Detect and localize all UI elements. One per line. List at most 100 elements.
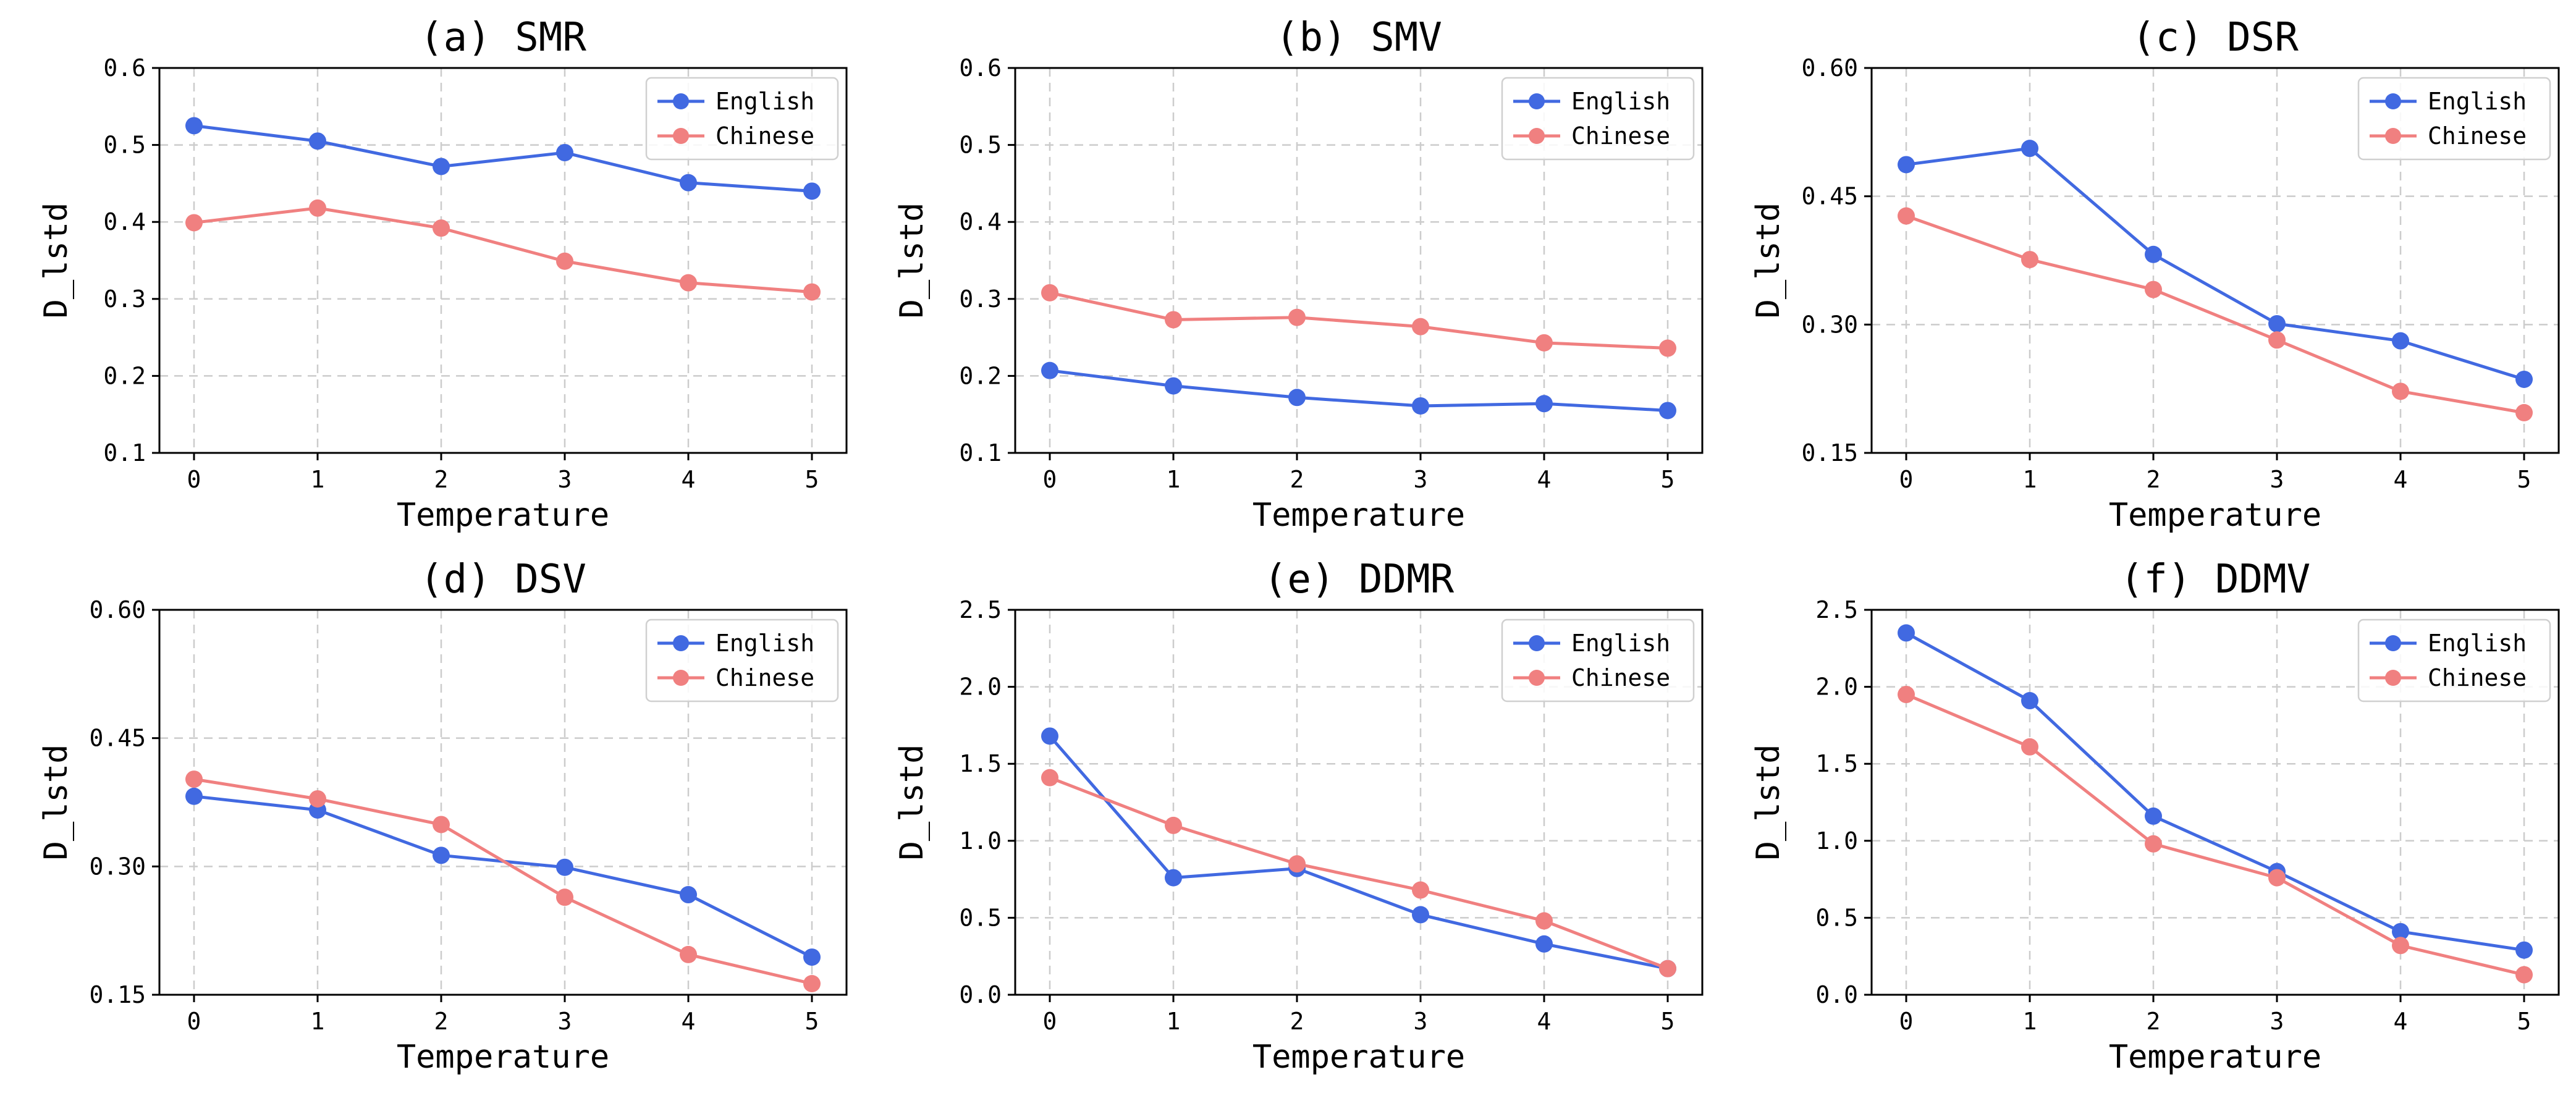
legend-swatch-marker-english (1529, 635, 1545, 651)
legend-label-english: English (1571, 630, 1670, 657)
series-line-chinese (1049, 291, 1668, 350)
x-tick-label: 1 (1167, 1008, 1181, 1035)
x-tick-label: 0 (1043, 1008, 1057, 1035)
chart-title: (c) DSR (2132, 15, 2299, 61)
y-tick-label: 0.2 (103, 362, 146, 389)
data-point-chinese (556, 888, 573, 906)
y-tick-label: 2.0 (1815, 673, 1858, 701)
data-point-english (680, 174, 697, 192)
y-tick-label: 2.5 (959, 596, 1002, 623)
data-point-chinese (2145, 281, 2162, 298)
data-point-chinese (680, 274, 697, 292)
y-tick-label: 0.60 (89, 596, 146, 623)
chart-b-smv: 0 1 2 3 4 5 0.1 0.2 0.3 0.4 0.5 0.6 (b) SMV Temperatu… (893, 15, 1704, 534)
data-point-chinese (2268, 331, 2286, 349)
data-point-chinese (1535, 334, 1553, 352)
data-point-chinese (1659, 339, 1676, 357)
x-tick-label: 4 (1537, 466, 1552, 493)
data-point-chinese (2021, 251, 2038, 269)
x-tick-label: 2 (2147, 466, 2161, 493)
y-tick-label: 0.4 (103, 208, 146, 235)
legend-swatch-marker-chinese (2385, 128, 2401, 144)
chart-title: (e) DDMR (1264, 557, 1455, 602)
y-tick-label: 1.5 (1815, 750, 1858, 777)
x-tick-label: 4 (2394, 1008, 2408, 1035)
series-line-english (1049, 369, 1668, 412)
x-tick-label: 5 (1661, 1008, 1675, 1035)
data-point-english (433, 846, 450, 864)
legend-box (1501, 618, 1695, 703)
y-axis-label: D_lstd (38, 203, 75, 319)
series-line-chinese (1906, 693, 2525, 977)
data-point-english (1412, 906, 1429, 924)
legend-box (645, 77, 839, 161)
x-tick-label: 1 (311, 1008, 325, 1035)
data-point-english (2515, 370, 2533, 388)
x-axis-label: Temperature (1252, 497, 1465, 534)
data-point-english (309, 132, 326, 150)
y-axis-label: D_lstd (38, 745, 75, 861)
data-point-chinese (1412, 881, 1429, 899)
x-tick-label: 5 (805, 1008, 819, 1035)
legend-swatch-marker-english (673, 93, 689, 109)
x-tick-label: 4 (1537, 1008, 1552, 1035)
y-tick-label: 0.15 (1801, 439, 1858, 466)
x-axis-label: Temperature (2109, 497, 2321, 534)
y-tick-label: 0.0 (959, 981, 1002, 1008)
x-tick-label: 4 (2394, 466, 2408, 493)
legend-label-chinese: Chinese (716, 122, 814, 150)
y-tick-label: 2.0 (959, 673, 1002, 701)
data-point-chinese (1412, 318, 1429, 335)
data-point-english (433, 158, 450, 175)
data-point-chinese (2145, 835, 2162, 853)
data-point-english (1041, 727, 1058, 745)
legend-swatch-marker-english (2385, 635, 2401, 651)
data-point-chinese (185, 214, 203, 232)
legend-label-english: English (2428, 88, 2527, 115)
y-tick-label: 2.5 (1815, 596, 1858, 623)
y-axis-label: D_lstd (893, 203, 931, 319)
data-point-chinese (803, 975, 821, 993)
x-tick-label: 2 (1290, 466, 1304, 493)
x-tick-label: 0 (187, 1008, 201, 1035)
data-point-chinese (2392, 382, 2409, 400)
data-point-chinese (185, 770, 203, 788)
chart-d-dsv: 0 1 2 3 4 5 0.15 0.30 0.45 0.60 (d) DSV Temperature… (38, 557, 848, 1076)
x-tick-label: 5 (805, 466, 819, 493)
data-point-english (1535, 395, 1553, 413)
x-tick-label: 4 (682, 466, 696, 493)
data-point-chinese (1898, 686, 1915, 704)
data-point-chinese (680, 945, 697, 963)
x-tick-label: 1 (2023, 466, 2037, 493)
data-point-chinese (433, 816, 450, 833)
data-point-chinese (1898, 207, 1915, 225)
legend-swatch-marker-chinese (1529, 670, 1545, 686)
series-line-chinese (1906, 214, 2525, 415)
data-point-english (185, 787, 203, 805)
y-tick-label: 0.1 (959, 439, 1002, 466)
y-tick-label: 0.3 (103, 285, 146, 313)
legend-swatch-marker-chinese (673, 128, 689, 144)
legend-label-english: English (2428, 630, 2527, 657)
data-point-english (1288, 389, 1306, 407)
x-tick-label: 3 (2270, 466, 2284, 493)
legend-box (645, 618, 839, 703)
x-tick-label: 3 (2270, 1008, 2284, 1035)
data-point-english (2392, 922, 2409, 940)
y-tick-label: 0.60 (1801, 54, 1858, 82)
data-point-english (1898, 624, 1915, 642)
x-tick-label: 2 (2147, 1008, 2161, 1035)
data-point-english (1659, 402, 1676, 420)
data-point-english (556, 858, 573, 876)
x-tick-label: 4 (682, 1008, 696, 1035)
x-tick-label: 0 (1043, 466, 1057, 493)
data-point-chinese (2392, 937, 2409, 955)
data-point-chinese (1165, 816, 1182, 834)
data-point-chinese (1535, 912, 1553, 930)
series-line-english (193, 124, 813, 193)
x-tick-label: 0 (1899, 466, 1914, 493)
series-line-chinese (193, 206, 813, 294)
y-tick-label: 0.6 (103, 54, 146, 82)
x-axis-label: Temperature (397, 497, 609, 534)
data-point-chinese (1041, 769, 1058, 787)
